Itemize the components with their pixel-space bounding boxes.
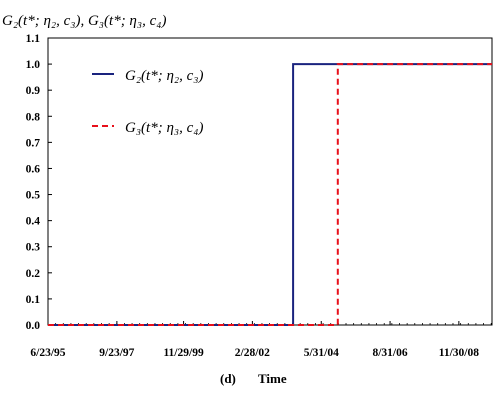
y-tick-label: 0.2: [26, 268, 41, 280]
x-axis: 6/23/95 9/23/97 11/29/99 2/28/02 5/31/04 8/31…: [30, 321, 492, 359]
y-tick-label: 0.0: [26, 320, 41, 332]
series-g2-line: [48, 63, 492, 326]
legend-label-g3: G₃(t*; η₃, c₄): [125, 120, 203, 136]
series-group: [48, 63, 492, 326]
legend-label-g2: G₂(t*; η₂, c₃): [125, 68, 203, 84]
y-tick-label: 0.5: [26, 190, 41, 202]
y-tick-label: 1.0: [26, 59, 41, 71]
y-tick-label: 0.1: [26, 294, 41, 306]
x-tick-label: 6/23/95: [30, 347, 65, 359]
series-g3-line: [48, 63, 492, 326]
y-tick-label: 0.9: [26, 85, 41, 97]
x-tick-label: 5/31/04: [304, 347, 339, 359]
plot-frame: [47, 37, 493, 326]
y-tick-label: 0.3: [26, 242, 41, 254]
y-tick-label: 0.7: [26, 137, 41, 149]
y-tick-label: 0.4: [26, 216, 41, 228]
y-tick-label: 0.6: [26, 163, 41, 175]
y-tick-label: 0.8: [26, 111, 41, 123]
legend: G₂(t*; η₂, c₃) G₃(t*; η₃, c₄): [92, 68, 203, 136]
y-axis-title: G₂(t*; η₂, c₃), G₃(t*; η₃, c₄): [2, 13, 166, 29]
x-tick-label: 8/31/06: [372, 347, 407, 359]
caption-tag: (d): [220, 371, 236, 386]
x-tick-label: 9/23/97: [99, 347, 134, 359]
x-axis-title: Time: [258, 371, 287, 386]
x-tick-label: 2/28/02: [235, 347, 270, 359]
x-tick-label: 11/29/99: [163, 347, 204, 359]
y-axis: 0.0 0.1 0.2 0.3 0.4 0.5 0.6 0.7 0.8 0.9 1.0 1.1: [26, 33, 52, 332]
x-tick-label: 11/30/08: [439, 347, 480, 359]
y-tick-label: 1.1: [26, 33, 41, 45]
